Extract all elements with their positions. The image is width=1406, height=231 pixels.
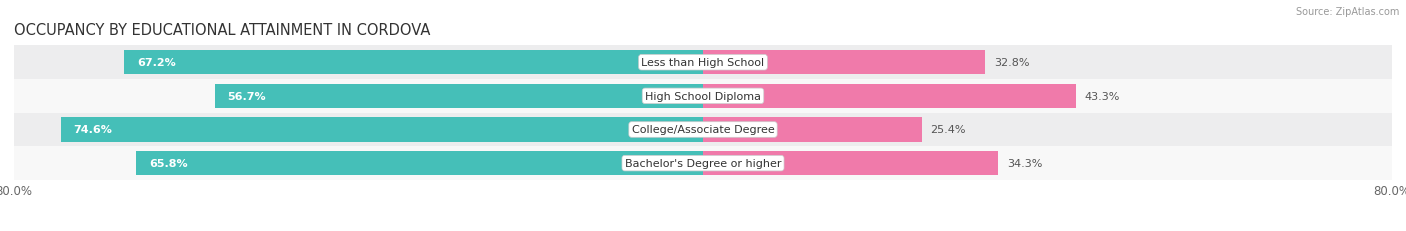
Bar: [703, 84, 1076, 109]
Bar: [14, 80, 1392, 113]
Text: 43.3%: 43.3%: [1084, 91, 1119, 101]
Bar: [215, 84, 703, 109]
Text: High School Diploma: High School Diploma: [645, 91, 761, 101]
Text: Less than High School: Less than High School: [641, 58, 765, 68]
Bar: [14, 113, 1392, 147]
Bar: [60, 118, 703, 142]
Text: OCCUPANCY BY EDUCATIONAL ATTAINMENT IN CORDOVA: OCCUPANCY BY EDUCATIONAL ATTAINMENT IN C…: [14, 23, 430, 38]
Text: Bachelor's Degree or higher: Bachelor's Degree or higher: [624, 158, 782, 168]
Bar: [136, 151, 703, 176]
Text: 32.8%: 32.8%: [994, 58, 1029, 68]
Bar: [14, 147, 1392, 180]
Text: 34.3%: 34.3%: [1007, 158, 1042, 168]
Text: College/Associate Degree: College/Associate Degree: [631, 125, 775, 135]
Bar: [703, 151, 998, 176]
Bar: [703, 118, 922, 142]
Text: 56.7%: 56.7%: [228, 91, 266, 101]
Bar: [703, 51, 986, 75]
Text: 25.4%: 25.4%: [931, 125, 966, 135]
Text: 65.8%: 65.8%: [149, 158, 188, 168]
Bar: [14, 46, 1392, 80]
Text: 74.6%: 74.6%: [73, 125, 112, 135]
Text: Source: ZipAtlas.com: Source: ZipAtlas.com: [1295, 7, 1399, 17]
Text: 67.2%: 67.2%: [138, 58, 176, 68]
Bar: [124, 51, 703, 75]
